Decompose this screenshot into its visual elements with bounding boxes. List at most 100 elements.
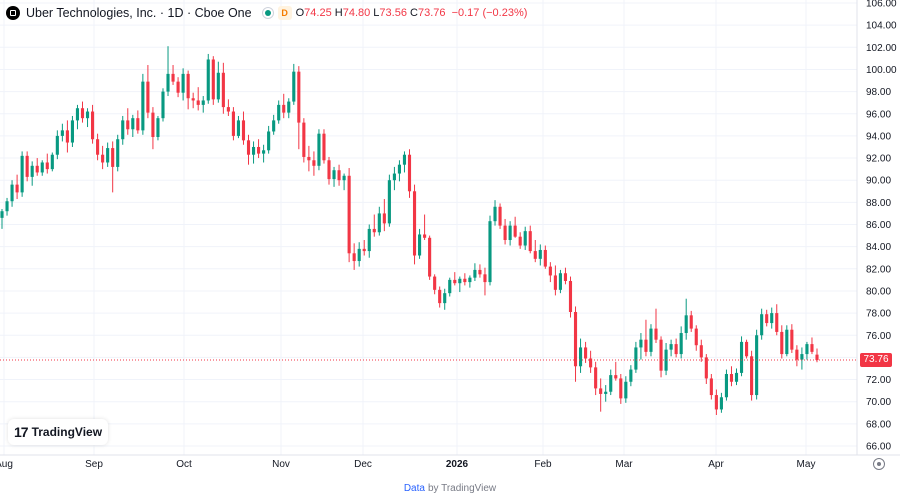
candle (478, 264, 482, 278)
time-axis[interactable]: Aug Sep Oct Nov Dec 2026 Feb Mar Apr May (0, 459, 815, 470)
candle (75, 104, 80, 130)
candle-body (684, 315, 688, 334)
candle (30, 161, 34, 186)
candle (694, 325, 698, 351)
candle (317, 129, 321, 171)
candle (101, 145, 105, 170)
candle (60, 123, 64, 142)
candle (734, 368, 739, 386)
candle-body (785, 329, 789, 355)
tradingview-watermark[interactable]: 17 TradingView (8, 419, 109, 445)
candle-body (488, 221, 492, 283)
candle-body (719, 397, 723, 410)
candle (5, 197, 9, 216)
candle (684, 298, 688, 340)
candle (277, 100, 281, 124)
x-tick-label: Feb (534, 459, 552, 470)
tradingview-wordmark: TradingView (31, 425, 103, 439)
y-tick-label: 104.00 (866, 21, 897, 32)
candle (40, 160, 44, 176)
candle-body (357, 248, 361, 262)
candle (548, 262, 552, 283)
high-value: 74.80 (342, 7, 371, 19)
candle-body (141, 81, 145, 131)
open-label: O (295, 7, 305, 19)
candle (25, 151, 29, 182)
candle (347, 168, 351, 263)
candle (216, 61, 220, 103)
candle (770, 307, 774, 329)
candle (719, 392, 723, 413)
data-link[interactable]: Data (403, 482, 425, 494)
candle (699, 339, 703, 362)
candle (367, 224, 371, 258)
market-status-icon[interactable] (261, 7, 274, 19)
candle-body (126, 120, 130, 130)
candle (156, 115, 160, 141)
gear-icon[interactable] (873, 458, 885, 470)
candle (664, 343, 668, 376)
candle-body (302, 122, 306, 157)
candle-body (503, 225, 507, 241)
symbol-title[interactable]: Uber Technologies, Inc. · 1D · Cboe One (26, 6, 252, 20)
candle-body (498, 206, 502, 226)
candle (443, 288, 447, 310)
candle-body (483, 274, 487, 283)
candle-body (553, 275, 557, 290)
candle-body (443, 293, 447, 304)
candle (810, 337, 814, 355)
candle (724, 369, 729, 401)
candle (186, 70, 190, 110)
candle (704, 354, 708, 384)
candle-body (251, 146, 256, 155)
candle-body (55, 135, 59, 155)
candle (151, 107, 155, 150)
candle-body (810, 344, 814, 352)
candle (201, 96, 205, 113)
candle (382, 199, 386, 232)
candle (563, 267, 568, 285)
candle (604, 385, 608, 402)
candle (674, 338, 678, 358)
candle (634, 341, 638, 373)
ohlc-values: O74.25 H74.80 L73.56 C73.76 −0.17 (−0.23… (296, 7, 528, 19)
candle (538, 244, 542, 266)
candle-body (689, 315, 693, 329)
candle-body (453, 279, 457, 284)
candle-body (287, 101, 291, 113)
candle (302, 118, 306, 163)
y-tick-label: 100.00 (866, 65, 897, 76)
candle (267, 125, 271, 154)
delayed-data-badge[interactable]: D (277, 6, 292, 20)
candle-body (795, 349, 799, 360)
candle (599, 378, 603, 412)
candle (251, 141, 256, 164)
y-tick-label: 80.00 (866, 286, 891, 297)
candle (116, 134, 120, 172)
candle-body (171, 73, 175, 82)
candle (70, 115, 74, 147)
candle-body (272, 120, 276, 132)
close-value: 73.76 (417, 7, 446, 19)
candle-body (805, 344, 809, 355)
tradingview-logo-icon: 17 (14, 424, 29, 440)
candle (729, 366, 734, 387)
candle-body (448, 279, 452, 294)
candle (433, 274, 437, 295)
candle-body (15, 184, 19, 193)
candle (327, 156, 331, 185)
candle-body (186, 73, 190, 99)
candle-body (236, 120, 241, 136)
candle-body (563, 273, 568, 281)
candle (0, 208, 4, 229)
candle-body (322, 133, 326, 161)
candle (292, 63, 296, 105)
candle (739, 336, 744, 377)
candle-body (654, 328, 658, 340)
price-axis[interactable]: 106.00 104.00 102.00 100.00 98.00 96.00 94.00 9… (866, 0, 897, 453)
candle (775, 304, 779, 336)
candle-body (679, 333, 683, 355)
y-tick-label: 84.00 (866, 242, 891, 253)
x-tick-label: May (797, 459, 816, 470)
